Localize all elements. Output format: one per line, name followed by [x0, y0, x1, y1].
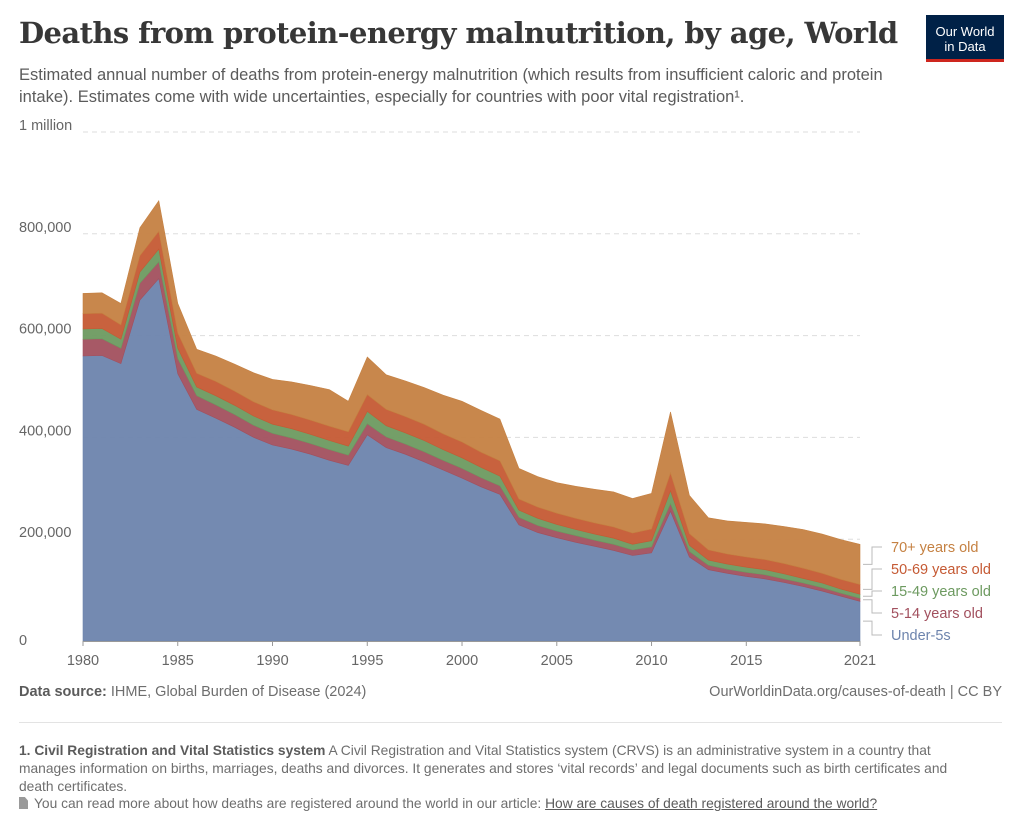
read-more-link[interactable]: How are causes of death registered aroun… [545, 796, 878, 811]
y-tick-label: 800,000 [19, 220, 71, 236]
y-tick-label: 600,000 [19, 322, 71, 338]
data-source: Data source: IHME, Global Burden of Dise… [19, 684, 366, 700]
read-more: You can read more about how deaths are r… [19, 796, 999, 811]
legend-label[interactable]: Under-5s [891, 628, 951, 644]
x-tick-label: 2021 [844, 653, 876, 669]
footnote: 1. Civil Registration and Vital Statisti… [19, 742, 979, 796]
legend-connector [863, 590, 882, 597]
stacked-area-chart: 0 200,000 400,000 600,000 800,000 1 million 1… [19, 118, 991, 669]
legend-connector [863, 599, 882, 614]
legend-label[interactable]: 50-69 years old [891, 562, 991, 578]
data-source-label: Data source: [19, 684, 107, 700]
legend-label[interactable]: 5-14 years old [891, 606, 983, 622]
y-tick-label: 1 million [19, 118, 72, 134]
footnote-text: A Civil Registration and Vital Statistic… [19, 743, 948, 794]
y-tick-label: 400,000 [19, 423, 71, 439]
chart-subtitle: Estimated annual number of deaths from p… [19, 66, 883, 106]
footnote-title: 1. Civil Registration and Vital Statisti… [19, 743, 326, 758]
owid-logo[interactable]: Our World in Data [926, 15, 1004, 62]
x-tick-label: 2010 [635, 653, 667, 669]
x-tick-label: 1995 [351, 653, 383, 669]
y-tick-label: 0 [19, 633, 27, 649]
chart-title: Deaths from protein-energy malnutrition,… [19, 16, 898, 50]
area-70-years-old[interactable] [82, 199, 861, 585]
x-tick-label: 2005 [541, 653, 573, 669]
legend-connector [863, 568, 882, 590]
area-series[interactable] [82, 199, 861, 642]
x-tick-label: 2000 [446, 653, 478, 669]
x-tick-label: 1980 [67, 653, 99, 669]
footer-divider [19, 722, 1002, 723]
legend-label[interactable]: 15-49 years old [891, 584, 991, 600]
x-axis: 1980 1985 1990 1995 2000 2005 2010 2015 2021 [67, 641, 876, 669]
document-icon [19, 797, 28, 809]
legend-label[interactable]: 70+ years old [891, 540, 978, 556]
data-source-text: IHME, Global Burden of Disease (2024) [110, 684, 367, 700]
logo-line-1: Our World [935, 24, 995, 39]
legend[interactable]: 70+ years old 50-69 years old 15-49 years … [863, 540, 991, 644]
x-tick-label: 2015 [730, 653, 762, 669]
logo-line-2: in Data [944, 39, 986, 54]
attribution-link[interactable]: OurWorldinData.org/causes-of-death | CC … [709, 684, 1002, 700]
read-more-text: You can read more about how deaths are r… [34, 796, 542, 811]
legend-connector [863, 620, 882, 636]
y-tick-label: 200,000 [19, 525, 71, 541]
y-axis: 0 200,000 400,000 600,000 800,000 1 million [19, 118, 72, 649]
x-tick-label: 1985 [162, 653, 194, 669]
legend-connector [863, 546, 882, 565]
x-tick-label: 1990 [256, 653, 288, 669]
